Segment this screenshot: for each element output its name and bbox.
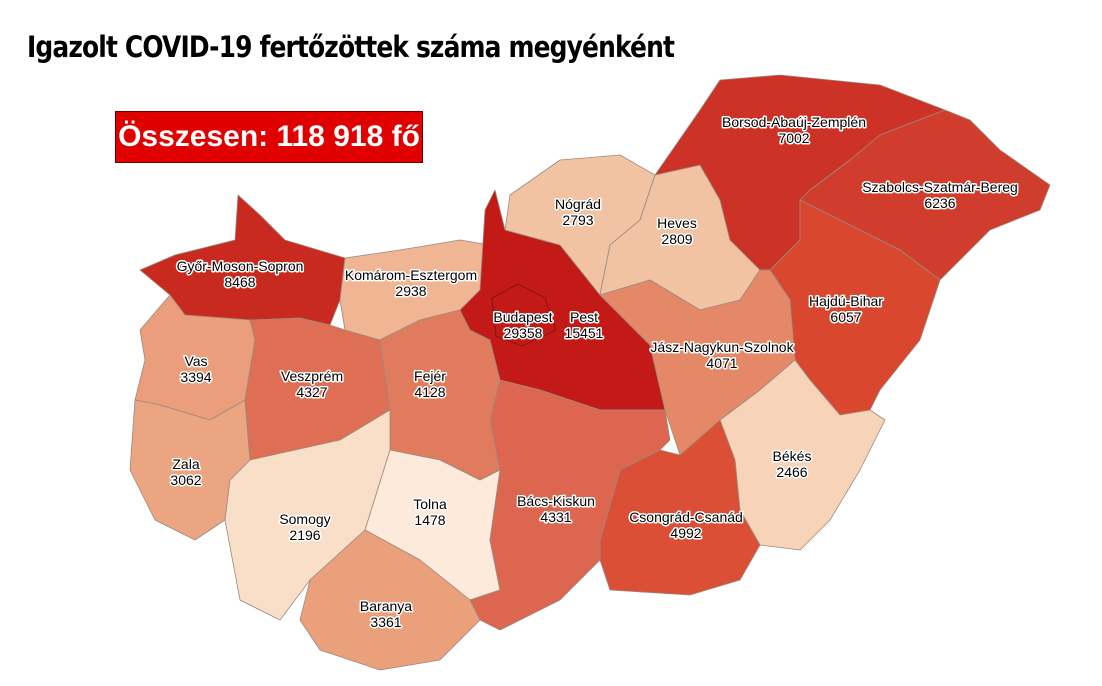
map-title: Igazolt COVID-19 fertőzöttek száma megyé…: [27, 30, 675, 64]
county-label-heves: Heves 2809: [657, 215, 697, 247]
county-label-somogy: Somogy 2196: [279, 511, 330, 543]
county-label-hajdu-bihar: Hajdú-Bihar 6057: [809, 293, 883, 325]
county-jasz-nagykun-szolnok: [599, 269, 796, 456]
county-budapest: [491, 283, 557, 347]
county-label-vas: Vas 3394: [180, 353, 211, 385]
county-label-csongrad-csanad: Csongrád-Csanád 4992: [629, 509, 743, 541]
county-label-budapest: Budapest 29358: [493, 309, 552, 341]
county-label-bekes: Békés 2466: [773, 448, 812, 480]
county-label-tolna: Tolna 1478: [413, 496, 447, 528]
county-bacs-kiskun: [469, 379, 671, 631]
county-baranya: [299, 529, 481, 671]
county-label-fejer: Fejér 4128: [414, 368, 446, 400]
county-label-nograd: Nógrád 2793: [555, 196, 601, 228]
county-label-szabolcs-szatmar-bereg: Szabolcs-Szatmár-Bereg 6236: [862, 179, 1018, 211]
county-label-komarom-esztergom: Komárom-Esztergom 2938: [345, 267, 477, 299]
county-label-zala: Zala 3062: [170, 456, 201, 488]
total-count-badge: Összesen: 118 918 fő: [115, 111, 423, 163]
county-label-veszprem: Veszprém 4327: [281, 368, 343, 400]
county-label-baranya: Baranya 3361: [360, 598, 412, 630]
county-label-jasz-nagykun-szolnok: Jász-Nagykun-Szolnok 4071: [650, 339, 794, 371]
county-label-bacs-kiskun: Bács-Kiskun 4331: [517, 493, 595, 525]
county-label-pest: Pest 15451: [565, 309, 604, 341]
county-label-gyor-moson-sopron: Győr-Moson-Sopron 8468: [177, 258, 304, 290]
county-label-borsod-abauj-zemplen: Borsod-Abaúj-Zemplén 7002: [722, 114, 866, 146]
